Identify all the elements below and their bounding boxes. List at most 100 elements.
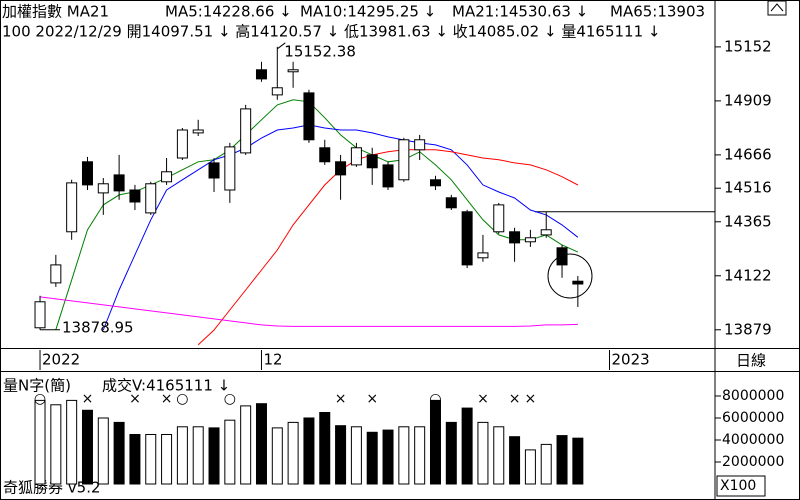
volume-signal: × (366, 391, 378, 407)
label-leader (276, 42, 286, 50)
y-tick-label: 14122 (724, 266, 772, 284)
highlight-circle (547, 253, 593, 299)
volume-bar (81, 409, 93, 485)
high-label: 15152.38 (284, 42, 356, 60)
candle-body (224, 146, 236, 191)
volume-bar (493, 426, 505, 485)
candle-body (524, 237, 536, 243)
volume-bar (208, 427, 220, 485)
volume-signal: ○ (224, 391, 236, 407)
volume-bar (335, 425, 347, 485)
header: 加權指數 MA21 100 2022/12/29 開14097.51 ↓ 高14… (2, 3, 705, 41)
chart-title: 加權指數 MA21 (2, 3, 109, 21)
candle-body (572, 280, 584, 285)
candle-body (540, 229, 552, 236)
volume-signal: × (335, 391, 347, 407)
ma-line (197, 149, 579, 346)
x-tick-label: 2023 (611, 351, 649, 369)
volume-signal: × (525, 391, 537, 407)
y-tick-label: 14516 (724, 179, 772, 197)
window-button[interactable] (767, 0, 787, 16)
volume-bar (509, 436, 521, 485)
volume-bar (97, 417, 109, 485)
x-tick-label: 12 (263, 351, 282, 369)
volume-signal: × (509, 391, 521, 407)
candle-body (145, 183, 157, 214)
candle-body (50, 264, 62, 284)
y-tick-label: 14909 (724, 91, 772, 109)
volume-bar (161, 433, 173, 485)
ma-line (55, 99, 579, 330)
volume-bar (287, 421, 299, 485)
volume-signal: ○ (429, 391, 441, 407)
scale-note: X100 (720, 478, 756, 494)
volume-bar (319, 411, 331, 485)
y-tick-label: 8000000 (722, 388, 784, 404)
volume-bar (350, 426, 362, 485)
candle-body (477, 252, 489, 259)
volume-bar (66, 399, 78, 485)
candle-body (81, 161, 93, 186)
price-pane (34, 46, 715, 346)
candle-body (398, 139, 410, 181)
volume-bar (271, 427, 283, 485)
volume-signal: ○ (34, 391, 46, 407)
x-tick-label: 2022 (42, 351, 80, 369)
period-label: 日線 (736, 352, 766, 370)
volume-title: 量N字(簡) (3, 377, 71, 395)
candle-body (113, 174, 125, 192)
volume-bar (34, 399, 46, 485)
y-tick-label: 4000000 (722, 432, 784, 448)
candle-body (287, 69, 299, 73)
low-label: 13878.95 (62, 318, 134, 336)
volume-bar (129, 433, 141, 485)
y-tick-label: 15152 (724, 37, 772, 55)
candle-body (335, 161, 347, 176)
candle-body (509, 231, 521, 244)
candle-body (414, 139, 426, 151)
candle-body (319, 147, 331, 163)
candle-body (350, 147, 362, 166)
volume-bar (255, 403, 267, 485)
volume-bar (145, 433, 157, 485)
candle-body (271, 87, 283, 96)
y-tick-label: 6000000 (722, 410, 784, 426)
candle-body (429, 179, 441, 187)
volume-bar (429, 399, 441, 485)
legend-entry: MA21:14530.63 ↓ (452, 3, 588, 21)
volume-bar (540, 443, 552, 485)
candle-body (97, 183, 109, 194)
volume-bar (192, 426, 204, 485)
y-tick-label: 14365 (724, 212, 772, 230)
info-line: 100 2022/12/29 開14097.51 ↓ 高14120.57 ↓ 低… (2, 23, 660, 41)
candle-body (208, 162, 220, 179)
candle-body (66, 182, 78, 233)
volume-bar (572, 437, 584, 485)
candle-body (34, 301, 46, 329)
volume-bar (382, 429, 394, 485)
volume-signal: × (82, 391, 94, 407)
volume-bar (176, 426, 188, 485)
candle-body (255, 69, 267, 80)
candle-body (129, 189, 141, 203)
candle-body (556, 247, 568, 266)
candle-body (445, 197, 457, 209)
volume-bar (414, 426, 426, 485)
scale-box (716, 475, 766, 497)
volume-bar (524, 449, 536, 485)
ma-line (102, 124, 579, 331)
candle-body (461, 211, 473, 266)
candle-body (303, 92, 315, 141)
volume-bar (445, 421, 457, 485)
y-tick-label: 2000000 (722, 454, 784, 470)
volume-signal: ○ (176, 391, 188, 407)
candle-body (493, 204, 505, 233)
volume-bar (224, 419, 236, 485)
candle-body (161, 171, 173, 183)
volume-bar (303, 417, 315, 485)
window-icon (770, 3, 784, 12)
candle-body (240, 108, 252, 154)
candle-body (366, 154, 378, 169)
legend-entry: MA5:14228.66 ↓ (165, 3, 292, 21)
